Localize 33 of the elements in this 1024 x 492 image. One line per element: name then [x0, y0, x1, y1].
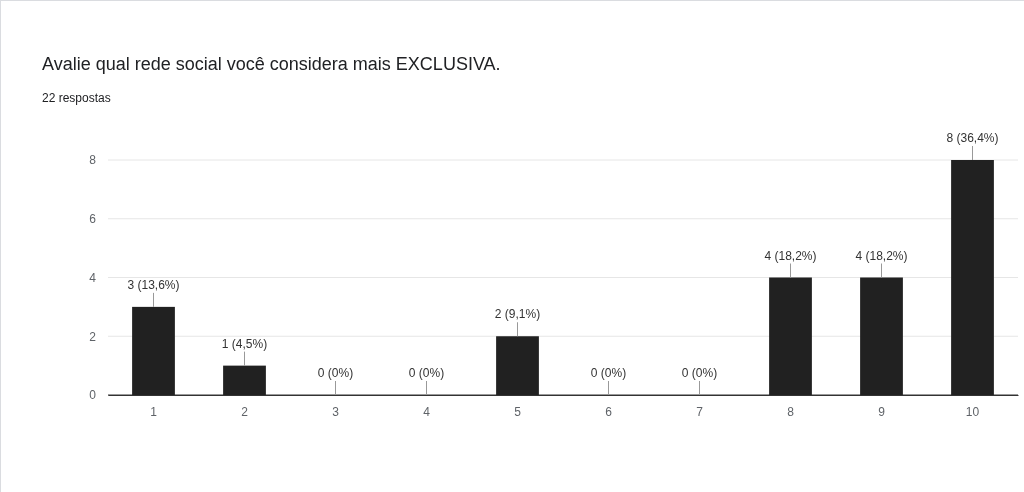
x-tick-label: 6 [605, 404, 613, 419]
data-label: 4 (18,2%) [855, 248, 908, 263]
chart-subtitle: 22 respostas [42, 91, 111, 105]
x-tick-label: 7 [696, 404, 704, 419]
bar [132, 306, 175, 395]
x-tick-label: 5 [514, 404, 522, 419]
x-tick-label: 10 [965, 404, 980, 419]
bar [769, 277, 812, 395]
data-label: 8 (36,4%) [946, 131, 999, 145]
y-tick-label: 4 [89, 270, 97, 285]
data-label: 3 (13,6%) [127, 277, 180, 292]
y-tick-label: 8 [89, 153, 97, 168]
y-tick-label: 6 [89, 212, 97, 227]
x-tick-label: 4 [423, 404, 431, 419]
x-tick-label: 1 [150, 404, 158, 419]
data-label: 0 (0%) [317, 366, 354, 380]
bar [951, 160, 994, 395]
data-label: 4 (18,2%) [764, 248, 817, 263]
data-label: 2 (9,1%) [494, 307, 541, 322]
x-tick-label: 2 [241, 404, 249, 419]
bar [496, 336, 539, 395]
data-label: 1 (4,5%) [221, 336, 268, 351]
chart-title: Avalie qual rede social você considera mais EXCLUSIVA. [42, 54, 501, 74]
x-tick-label: 3 [332, 404, 340, 419]
bar [860, 277, 903, 395]
x-tick-label: 9 [878, 404, 886, 419]
data-label: 0 (0%) [590, 366, 627, 380]
x-tick-label: 8 [787, 404, 795, 419]
y-tick-label: 0 [89, 388, 97, 403]
data-label: 0 (0%) [681, 366, 718, 380]
data-label: 0 (0%) [408, 366, 445, 380]
y-tick-label: 2 [89, 329, 97, 344]
bar [223, 365, 266, 395]
